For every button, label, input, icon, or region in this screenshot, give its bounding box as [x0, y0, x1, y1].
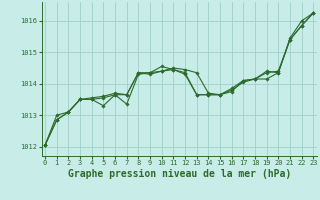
- X-axis label: Graphe pression niveau de la mer (hPa): Graphe pression niveau de la mer (hPa): [68, 169, 291, 179]
